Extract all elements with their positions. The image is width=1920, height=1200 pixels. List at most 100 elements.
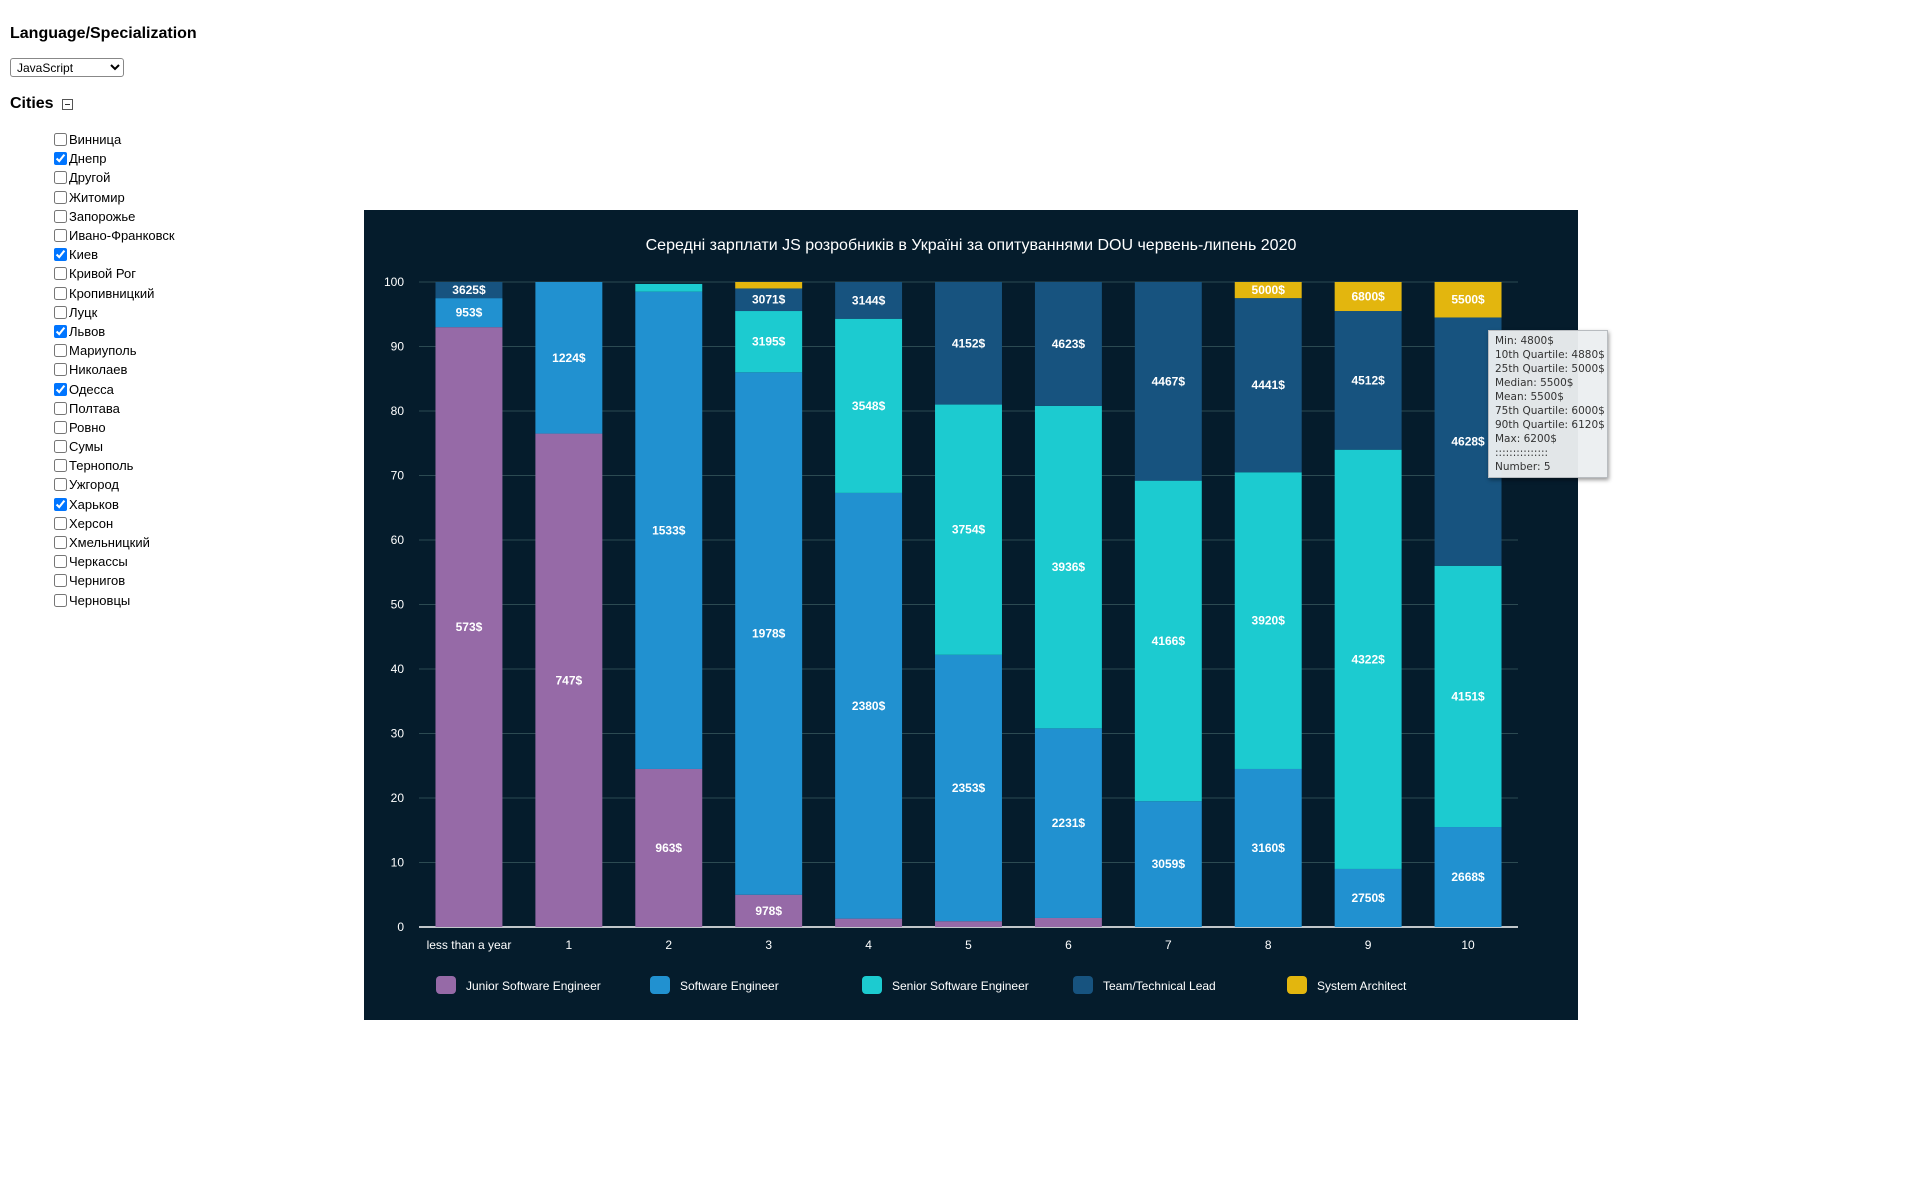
bar-segment	[1134, 282, 1202, 481]
bar-segment	[835, 492, 903, 919]
city-item[interactable]: Киев	[54, 245, 175, 264]
city-checkbox[interactable]	[54, 152, 67, 166]
legend-swatch	[436, 976, 456, 994]
city-checkbox[interactable]	[54, 555, 67, 569]
bar-data-label: 2668$	[1451, 870, 1485, 884]
chart-tooltip: Min: 4800$ 10th Quartile: 4880$ 25th Quart…	[1488, 330, 1608, 478]
city-item[interactable]: Запорожье	[54, 207, 175, 226]
city-checkbox[interactable]	[54, 344, 67, 358]
city-item[interactable]: Черкассы	[54, 552, 175, 571]
city-checkbox[interactable]	[54, 382, 67, 396]
city-label: Мариуполь	[69, 343, 137, 359]
x-tick-label: 6	[1065, 938, 1072, 952]
bar-segment	[535, 282, 603, 434]
city-item[interactable]: Херсон	[54, 514, 175, 533]
bar-data-label: 3920$	[1252, 614, 1286, 628]
city-item[interactable]: Хмельницкий	[54, 533, 175, 552]
city-checkbox[interactable]	[54, 536, 67, 550]
bar-data-label: 3754$	[952, 523, 986, 537]
bar-segment	[935, 404, 1002, 655]
y-tick-label: 60	[391, 533, 405, 547]
city-item[interactable]: Ровно	[54, 418, 175, 437]
city-checkbox[interactable]	[54, 248, 67, 262]
city-checkbox-list: Винница Днепр Другой Житомир Запорожье Ивано-…	[54, 130, 175, 610]
bar-segment	[835, 918, 903, 927]
city-label: Сумы	[69, 439, 104, 455]
bar-segment	[1034, 917, 1102, 927]
city-checkbox[interactable]	[54, 459, 67, 473]
bar-segment	[1334, 449, 1402, 869]
city-item[interactable]: Днепр	[54, 149, 175, 168]
tooltip-line: Number: 5	[1495, 461, 1551, 473]
bar-segment	[1234, 282, 1302, 299]
city-item[interactable]: Харьков	[54, 495, 175, 514]
bar-segment	[1134, 480, 1202, 802]
city-checkbox[interactable]	[54, 574, 67, 588]
city-item[interactable]: Кропивницкий	[54, 284, 175, 303]
city-checkbox[interactable]	[54, 440, 67, 454]
city-item[interactable]: Мариуполь	[54, 341, 175, 360]
bar-segment	[1134, 801, 1202, 927]
city-checkbox[interactable]	[54, 190, 67, 204]
city-item[interactable]: Житомир	[54, 188, 175, 207]
city-item[interactable]: Львов	[54, 322, 175, 341]
x-tick-label: 2	[665, 938, 672, 952]
language-select[interactable]: JavaScript	[10, 58, 124, 77]
legend-label: Software Engineer	[680, 979, 779, 993]
bar-segment	[635, 283, 703, 292]
city-item[interactable]: Ивано-Франковск	[54, 226, 175, 245]
city-item[interactable]: Чернигов	[54, 571, 175, 590]
city-label: Тернополь	[69, 458, 134, 474]
collapse-toggle-icon[interactable]	[61, 98, 73, 110]
bar-data-label: 2231$	[1052, 816, 1086, 830]
tooltip-line: 10th Quartile: 4880$	[1495, 349, 1605, 361]
bar-segment	[935, 654, 1002, 922]
bar-segment	[735, 894, 803, 927]
bar-segment	[735, 282, 803, 289]
tooltip-line: Mean: 5500$	[1495, 391, 1564, 403]
city-item[interactable]: Другой	[54, 168, 175, 187]
city-checkbox[interactable]	[54, 133, 67, 147]
city-item[interactable]: Кривой Рог	[54, 264, 175, 283]
tooltip-line: 75th Quartile: 6000$	[1495, 405, 1605, 417]
legend-label: System Architect	[1317, 979, 1407, 993]
city-checkbox[interactable]	[54, 267, 67, 281]
city-item[interactable]: Николаев	[54, 360, 175, 379]
city-item[interactable]: Тернополь	[54, 456, 175, 475]
bar-segment	[1334, 311, 1402, 450]
bar-segment	[535, 433, 603, 927]
city-checkbox[interactable]	[54, 363, 67, 377]
x-tick-label: 10	[1461, 938, 1475, 952]
bar-data-label: 5000$	[1252, 283, 1286, 297]
city-checkbox[interactable]	[54, 209, 67, 223]
city-checkbox[interactable]	[54, 229, 67, 243]
city-checkbox[interactable]	[54, 420, 67, 434]
bar-segment	[735, 372, 803, 895]
bar-data-label: 573$	[456, 620, 483, 634]
bar-data-label: 2750$	[1351, 891, 1385, 905]
bar-data-label: 3071$	[752, 293, 786, 307]
legend-swatch	[650, 976, 670, 994]
city-item[interactable]: Винница	[54, 130, 175, 149]
bar-data-label: 4623$	[1052, 337, 1086, 351]
city-checkbox[interactable]	[54, 478, 67, 492]
city-item[interactable]: Одесса	[54, 379, 175, 398]
bar-segment	[1434, 565, 1502, 828]
city-item[interactable]: Луцк	[54, 303, 175, 322]
legend-label: Junior Software Engineer	[466, 979, 601, 993]
city-checkbox[interactable]	[54, 516, 67, 530]
city-item[interactable]: Черновцы	[54, 591, 175, 610]
city-checkbox[interactable]	[54, 497, 67, 511]
city-item[interactable]: Сумы	[54, 437, 175, 456]
city-checkbox[interactable]	[54, 286, 67, 300]
city-checkbox[interactable]	[54, 593, 67, 607]
bar-data-label: 4441$	[1252, 378, 1286, 392]
city-item[interactable]: Ужгород	[54, 475, 175, 494]
city-checkbox[interactable]	[54, 324, 67, 338]
city-checkbox[interactable]	[54, 401, 67, 415]
bar-data-label: 1224$	[552, 351, 586, 365]
y-tick-label: 0	[397, 920, 404, 934]
city-checkbox[interactable]	[54, 305, 67, 319]
city-item[interactable]: Полтава	[54, 399, 175, 418]
city-checkbox[interactable]	[54, 171, 67, 185]
